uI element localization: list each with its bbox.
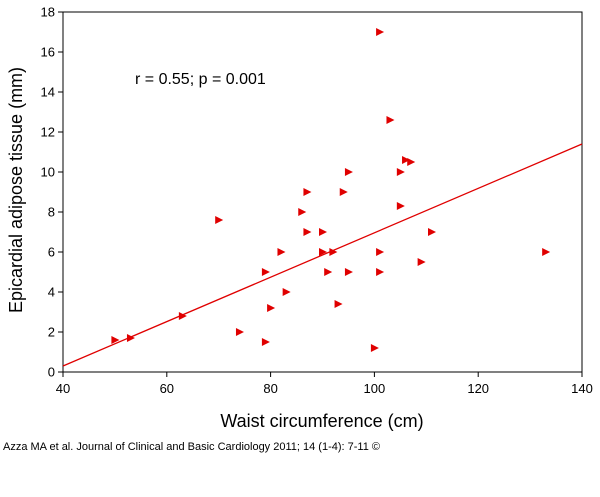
data-point	[542, 248, 551, 256]
data-point	[319, 228, 327, 236]
data-point	[376, 28, 385, 36]
data-point	[427, 228, 436, 236]
y-axis-title: Epicardial adipose tissue (mm)	[6, 67, 26, 313]
data-point	[319, 248, 327, 256]
data-point	[303, 188, 312, 196]
data-point	[386, 116, 395, 124]
data-point	[111, 336, 120, 344]
data-point	[334, 300, 343, 308]
y-tick-label: 18	[41, 5, 55, 20]
data-point	[376, 268, 385, 276]
x-tick-label: 140	[571, 381, 593, 396]
data-point	[261, 338, 270, 346]
x-axis-title: Waist circumference (cm)	[220, 411, 423, 431]
data-point	[329, 248, 338, 256]
y-tick-label: 8	[48, 205, 55, 220]
y-tick-label: 12	[41, 125, 55, 140]
data-point	[396, 168, 405, 176]
data-point	[339, 188, 348, 196]
x-tick-label: 40	[56, 381, 70, 396]
data-point	[267, 304, 276, 312]
data-point	[277, 248, 286, 256]
data-point	[402, 156, 411, 164]
source-caption: Azza MA et al. Journal of Clinical and B…	[3, 441, 380, 453]
data-point	[235, 328, 244, 336]
data-point	[215, 216, 224, 224]
y-tick-label: 2	[48, 325, 55, 340]
x-tick-label: 60	[160, 381, 174, 396]
data-point	[126, 334, 135, 342]
y-tick-label: 6	[48, 245, 55, 260]
data-point	[376, 248, 385, 256]
x-tick-label: 80	[263, 381, 277, 396]
data-point	[303, 228, 312, 236]
y-tick-label: 14	[41, 85, 55, 100]
plot-area: 0 2 4 6 8 10 12 14 16 18 40 60 80 100 120 140	[41, 5, 593, 397]
y-tick-label: 4	[48, 285, 55, 300]
data-point	[417, 258, 426, 266]
data-point	[324, 268, 333, 276]
data-point	[298, 208, 307, 216]
plot-frame	[62, 11, 583, 373]
data-point	[370, 344, 379, 352]
data-point	[407, 158, 416, 166]
x-tick-label: 100	[364, 381, 386, 396]
regression-line	[62, 143, 583, 367]
data-point	[344, 268, 353, 276]
scatter-chart: 0 2 4 6 8 10 12 14 16 18 40 60 80 100 120 140 r = 0.55;…	[6, 5, 593, 432]
annotation-text: r = 0.55; p = 0.001	[135, 71, 266, 88]
data-point	[396, 202, 405, 210]
data-point	[261, 268, 270, 276]
y-tick-label: 0	[48, 365, 55, 380]
data-point	[344, 168, 353, 176]
data-point	[178, 312, 187, 320]
y-tick-label: 10	[41, 165, 55, 180]
data-point	[282, 288, 291, 296]
y-tick-label: 16	[41, 45, 55, 60]
x-tick-label: 120	[467, 381, 489, 396]
